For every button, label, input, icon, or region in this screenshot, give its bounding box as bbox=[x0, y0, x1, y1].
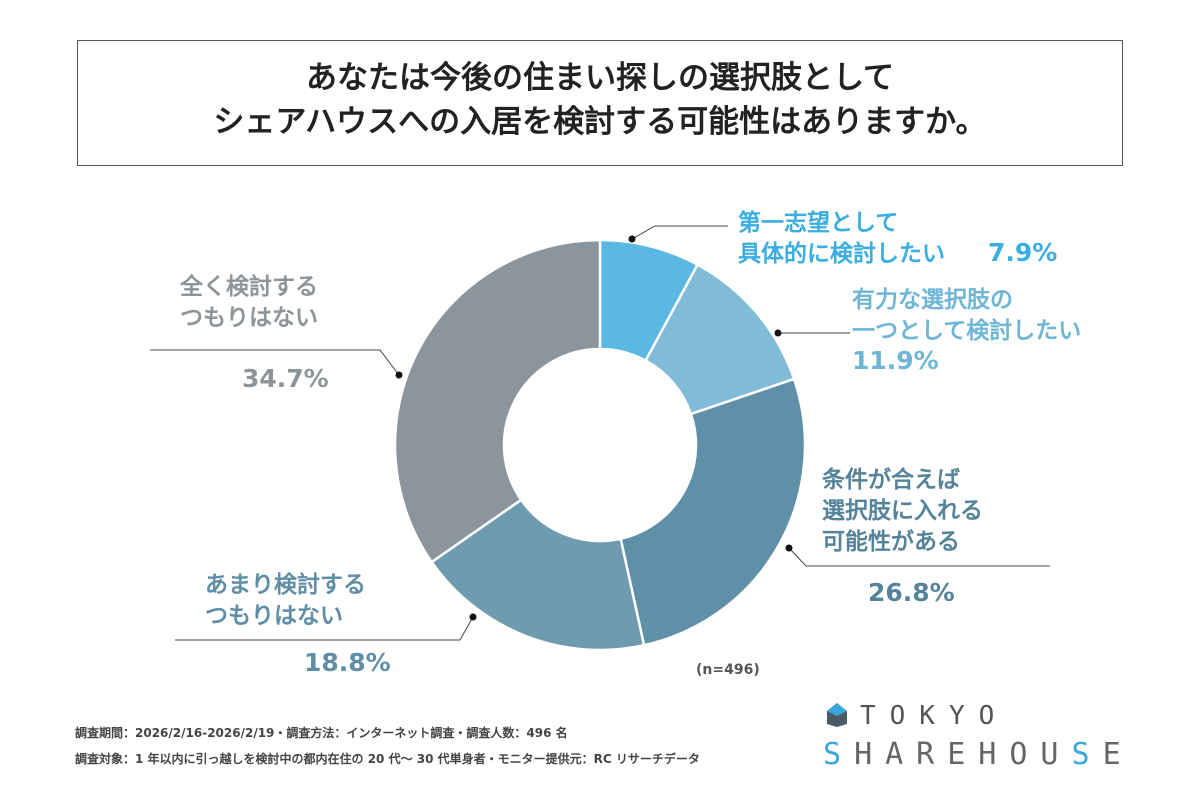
leader-line-4 bbox=[175, 616, 474, 641]
leader-dot-2 bbox=[774, 329, 782, 337]
leader-dot-4 bbox=[469, 613, 477, 621]
logo-e: E bbox=[1102, 737, 1134, 772]
value-label-slice-1: 7.9% bbox=[988, 238, 1058, 267]
logo-s-first: S bbox=[823, 737, 855, 772]
label-line: 全く検討する bbox=[180, 274, 318, 300]
value-label-slice-2: 11.9% bbox=[852, 346, 939, 375]
title-box: あなたは今後の住まい探しの選択肢として シェアハウスへの入居を検討する可能性はあ… bbox=[77, 40, 1123, 166]
logo-s-second: S bbox=[1071, 737, 1103, 772]
label-line: 選択肢に入れる bbox=[822, 498, 983, 524]
title-line-2: シェアハウスへの入居を検討する可能性はありますか。 bbox=[213, 104, 987, 140]
logo-sharehouse: SHAREHOUSE bbox=[823, 737, 1134, 772]
footer-survey-info: 調査期間：2026/2/16-2026/2/19・調査方法：インターネット調査・… bbox=[75, 726, 568, 740]
label-line: 第一志望として bbox=[738, 210, 899, 236]
label-slice-1: 第一志望として具体的に検討したい bbox=[738, 208, 945, 270]
value-label-slice-3: 26.8% bbox=[868, 578, 955, 607]
leader-line-3 bbox=[788, 547, 1050, 567]
label-line: 有力な選択肢の bbox=[852, 287, 1013, 313]
label-line: 可能性がある bbox=[822, 529, 960, 555]
leader-line-1 bbox=[631, 225, 728, 240]
logo-tokyo: TOKYO bbox=[860, 701, 1009, 731]
value-label-slice-5: 34.7% bbox=[242, 364, 329, 393]
value-label-slice-4: 18.8% bbox=[304, 648, 391, 677]
logo-text: HAREHOU bbox=[854, 737, 1072, 772]
label-slice-4: あまり検討する つもりはない bbox=[205, 570, 366, 632]
leader-line-5 bbox=[150, 349, 400, 376]
title-line-1: あなたは今後の住まい探しの選択肢として bbox=[305, 60, 895, 96]
label-slice-5: 全く検討する つもりはない bbox=[180, 272, 318, 334]
label-slice-3: 条件が合えば 選択肢に入れる 可能性がある bbox=[822, 465, 983, 558]
donut-slice-5 bbox=[393, 238, 602, 564]
label-line: あまり検討する bbox=[205, 572, 366, 598]
label-line: 条件が合えば bbox=[822, 467, 960, 493]
logo-house-icon bbox=[827, 703, 847, 727]
donut-slice-3 bbox=[619, 377, 807, 647]
label-line: 一つとして検討したい bbox=[852, 318, 1082, 344]
label-slice-2: 有力な選択肢の一つとして検討したい bbox=[852, 285, 1081, 347]
label-line: 具体的に検討したい bbox=[738, 241, 945, 267]
sample-size-note: (n=496) bbox=[696, 662, 760, 678]
donut-slice-4 bbox=[429, 498, 646, 652]
leader-dot-3 bbox=[785, 544, 793, 552]
leader-dot-1 bbox=[628, 235, 636, 243]
leader-dot-5 bbox=[395, 371, 403, 379]
label-line: つもりはない bbox=[205, 603, 343, 629]
label-line: つもりはない bbox=[180, 305, 318, 331]
footer-survey-target: 調査対象：1 年以内に引っ越しを検討中の都内在住の 20 代〜 30 代単身者・… bbox=[75, 752, 700, 766]
